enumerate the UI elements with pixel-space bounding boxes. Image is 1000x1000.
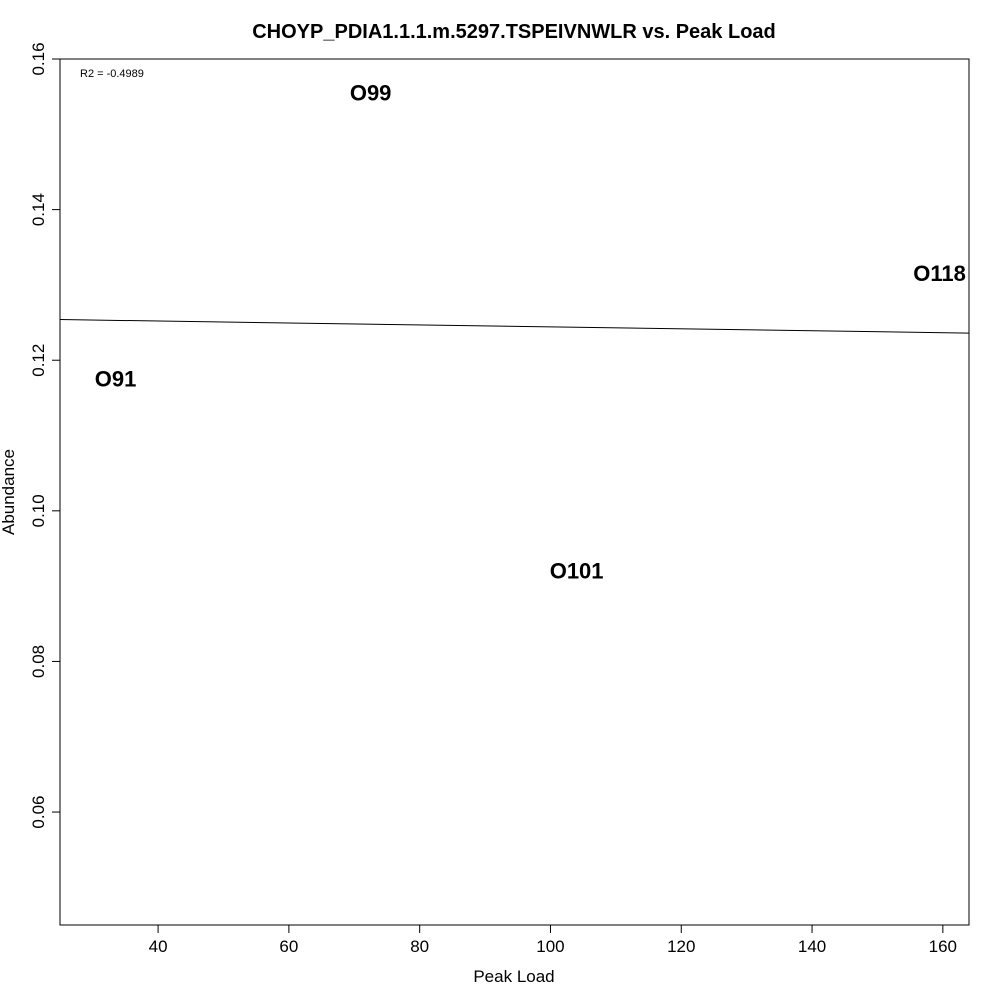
regression-line bbox=[59, 319, 970, 334]
y-tick-label: 0.16 bbox=[29, 42, 48, 75]
y-axis-label: Abundance bbox=[0, 449, 18, 535]
point-label-o99: O99 bbox=[350, 80, 392, 105]
x-tick-label: 160 bbox=[929, 937, 957, 956]
x-tick-label: 100 bbox=[536, 937, 564, 956]
x-tick-label: 120 bbox=[667, 937, 695, 956]
points-layer: O91 O99 O101 O118 bbox=[95, 80, 966, 583]
x-tick-label: 80 bbox=[410, 937, 429, 956]
x-axis: 40 60 80 100 120 140 160 bbox=[149, 925, 957, 956]
y-axis: 0.06 0.08 0.10 0.12 0.14 0.16 bbox=[29, 42, 60, 829]
fit-line-layer bbox=[59, 319, 970, 334]
y-tick-label: 0.10 bbox=[29, 494, 48, 527]
y-tick-label: 0.14 bbox=[29, 193, 48, 226]
y-tick-label: 0.06 bbox=[29, 795, 48, 828]
point-label-o101: O101 bbox=[550, 559, 604, 584]
y-tick-label: 0.12 bbox=[29, 344, 48, 377]
x-tick-label: 140 bbox=[798, 937, 826, 956]
x-axis-label: Peak Load bbox=[473, 967, 554, 986]
point-label-o91: O91 bbox=[95, 367, 137, 392]
plot-frame bbox=[59, 58, 970, 926]
point-label-o118: O118 bbox=[913, 261, 966, 286]
x-tick-label: 60 bbox=[279, 937, 298, 956]
y-tick-label: 0.08 bbox=[29, 645, 48, 678]
x-tick-label: 40 bbox=[149, 937, 168, 956]
chart-title: CHOYP_PDIA1.1.1.m.5297.TSPEIVNWLR vs. Pe… bbox=[252, 21, 776, 43]
r2-annotation: R2 = -0.4989 bbox=[80, 68, 144, 80]
